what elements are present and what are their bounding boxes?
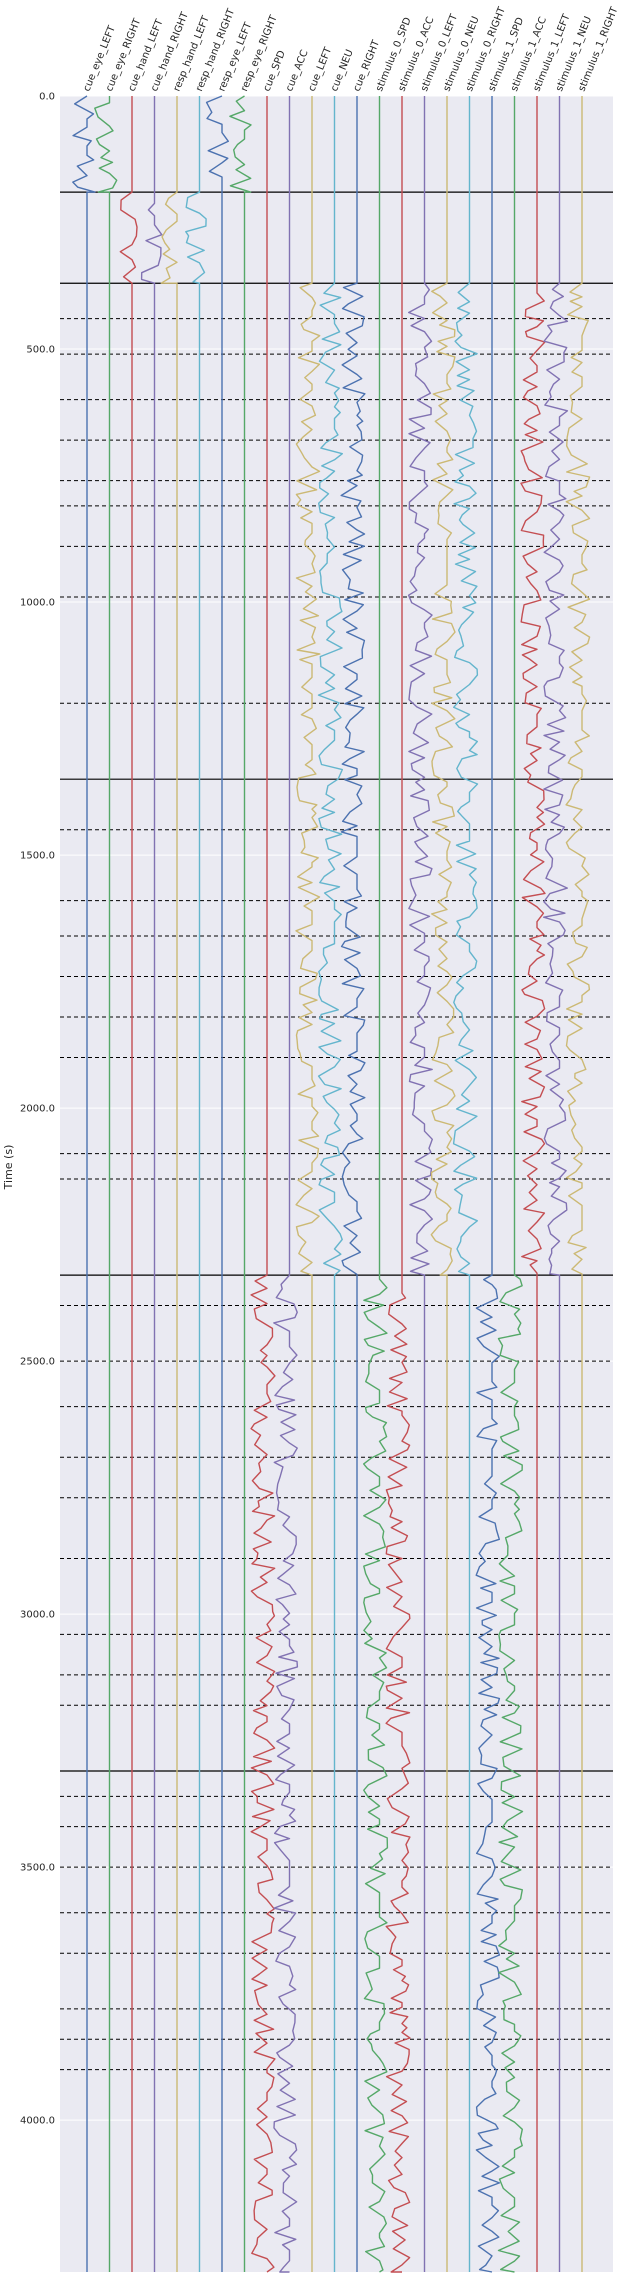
channel-trace-stimulus_1_SPD (475, 96, 501, 2273)
channel-trace-cue_hand_LEFT (119, 96, 138, 2272)
y-tick-label: 3500.0 (20, 1863, 55, 1874)
plot-background (60, 96, 613, 2272)
y-tick-label: 4000.0 (20, 2116, 55, 2127)
y-axis-title: Time (s) (2, 1145, 15, 1191)
channel-trace-cue_LEFT (295, 96, 321, 2272)
y-tick-label: 0.0 (39, 92, 55, 103)
y-tick-label: 1500.0 (20, 851, 55, 862)
channel-trace-cue_NEU (317, 96, 343, 2272)
channel-trace-cue_eye_RIGHT (94, 96, 118, 2272)
y-tick-label: 1000.0 (20, 598, 55, 609)
channel-trace-stimulus_1_RIGHT (565, 96, 591, 2272)
channel-trace-stimulus_0_SPD (363, 96, 389, 2273)
channel-trace-stimulus_1_ACC (497, 96, 524, 2273)
channel-trace-cue_eye_LEFT (72, 95, 96, 2272)
y-tick-label: 2500.0 (20, 1357, 55, 1368)
channel-trace-stimulus_0_LEFT (407, 96, 433, 2272)
y-tick-label: 2000.0 (20, 1104, 55, 1115)
y-tick-label: 500.0 (26, 345, 55, 356)
channel-trace-stimulus_0_NEU (430, 96, 456, 2272)
channel-trace-cue_hand_RIGHT (140, 96, 163, 2272)
channel-trace-stimulus_0_RIGHT (452, 96, 479, 2272)
channel-trace-cue_RIGHT (340, 96, 366, 2272)
channel-trace-cue_ACC (273, 96, 299, 2273)
channel-trace-resp_hand_LEFT (160, 96, 178, 2272)
channel-trace-resp_eye_LEFT (205, 95, 229, 2272)
channel-trace-stimulus_1_NEU (543, 96, 569, 2272)
channel-trace-cue_SPD (250, 96, 276, 2273)
channel-trace-stimulus_1_LEFT (520, 96, 546, 2272)
y-tick-label: 3000.0 (20, 1610, 55, 1621)
channel-trace-resp_hand_RIGHT (185, 96, 207, 2272)
channel-trace-stimulus_0_ACC (385, 96, 411, 2273)
channel-trace-resp_eye_RIGHT (229, 95, 252, 2272)
